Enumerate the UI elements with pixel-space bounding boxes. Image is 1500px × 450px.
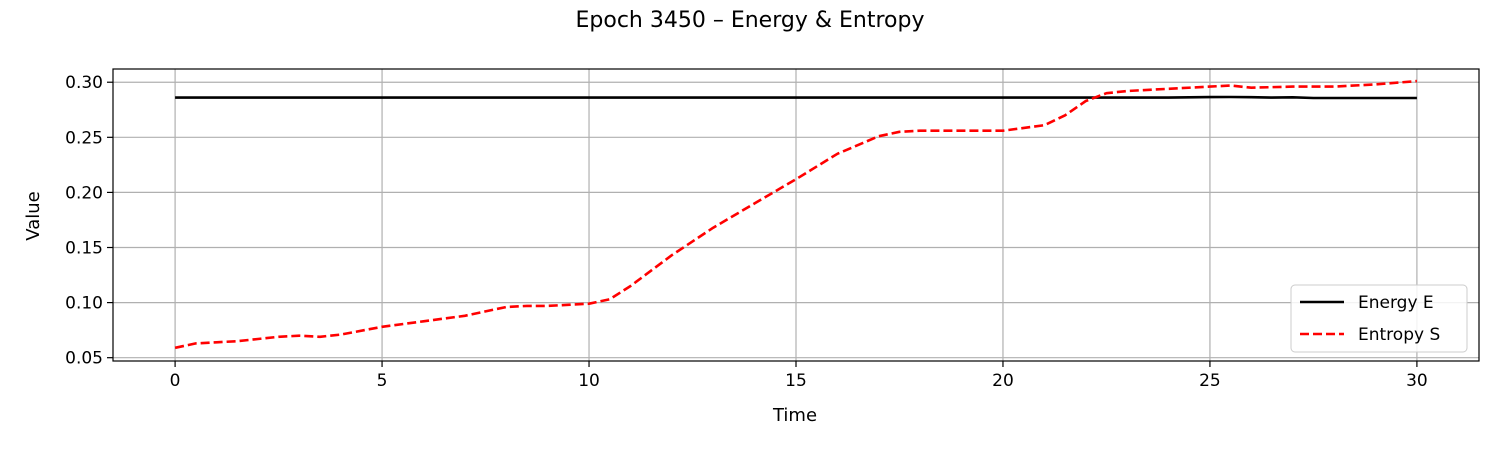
x-tick-label: 30 xyxy=(1406,371,1428,391)
series-layer xyxy=(174,79,1418,350)
chart-title: Epoch 3450 – Energy & Entropy xyxy=(576,8,925,33)
series-line-entropy xyxy=(174,79,1418,350)
y-tick-label: 0.25 xyxy=(65,128,103,148)
legend-label: Energy E xyxy=(1358,293,1434,313)
x-tick-label: 5 xyxy=(377,371,388,391)
x-tick-label: 10 xyxy=(578,371,600,391)
y-axis-label: Value xyxy=(23,191,44,240)
grid xyxy=(113,69,1479,361)
legend-label: Entropy S xyxy=(1358,325,1440,345)
series-line-energy xyxy=(175,95,1417,100)
y-tick-label: 0.05 xyxy=(65,349,103,369)
x-tick-label: 0 xyxy=(170,371,181,391)
x-tick-label: 20 xyxy=(992,371,1014,391)
y-tick-label: 0.30 xyxy=(65,73,103,93)
axis-ticks: 0 5 10 15 20 25 30 0.05 0.10 0.15 0.20 0.25 0.30 xyxy=(65,73,1428,391)
x-tick-label: 25 xyxy=(1199,371,1221,391)
y-tick-label: 0.10 xyxy=(65,294,103,314)
legend: Energy E Entropy S xyxy=(1290,284,1468,353)
x-axis-label: Time xyxy=(772,405,817,426)
y-tick-label: 0.15 xyxy=(65,239,103,259)
y-tick-label: 0.20 xyxy=(65,183,103,203)
x-tick-label: 15 xyxy=(785,371,807,391)
